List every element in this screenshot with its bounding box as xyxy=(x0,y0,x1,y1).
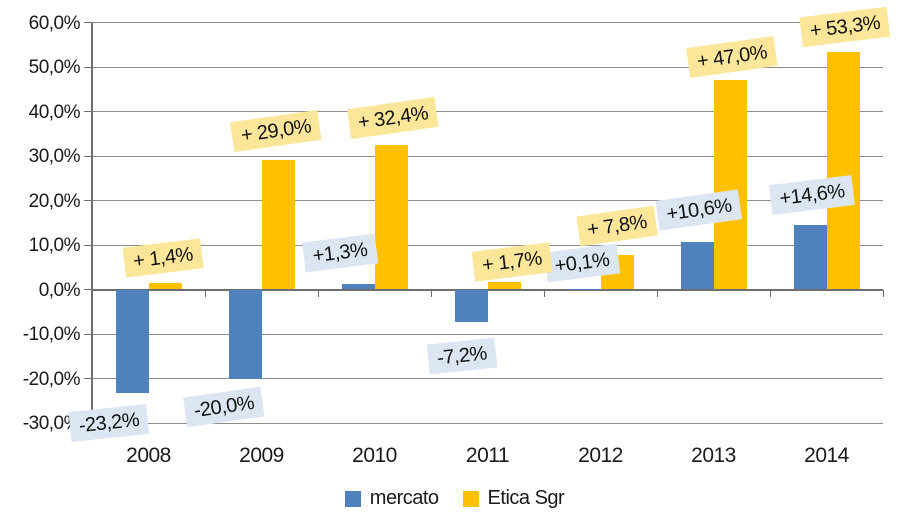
data-label-mercato-2008: -23,2% xyxy=(68,403,150,443)
gridline xyxy=(92,244,883,246)
y-axis-tick xyxy=(84,333,92,335)
data-label-etica-sgr-2013: + 47,0% xyxy=(686,35,778,79)
data-label-etica-sgr-2009: + 29,0% xyxy=(230,109,322,153)
x-axis-tick xyxy=(430,289,432,297)
y-axis-tick-label: -20,0% xyxy=(22,368,81,390)
y-axis-tick-label: 10,0% xyxy=(28,235,81,256)
bar-mercato-2014 xyxy=(793,224,827,290)
y-axis-tick-label: 0,0% xyxy=(38,279,81,301)
legend-label-etica-sgr: Etica Sgr xyxy=(487,487,565,509)
x-axis-label-2014: 2014 xyxy=(804,444,849,467)
y-axis-tick-label: 50,0% xyxy=(28,57,81,78)
x-axis-label-2009: 2009 xyxy=(239,444,284,467)
bar-mercato-2011 xyxy=(454,289,488,322)
y-axis-tick-label: 60,0% xyxy=(28,12,81,34)
x-axis-label-2012: 2012 xyxy=(578,444,623,467)
x-axis-tick xyxy=(882,289,884,297)
data-label-etica-sgr-2014: + 53,3% xyxy=(799,6,891,48)
y-axis-tick xyxy=(84,244,92,246)
y-axis-tick xyxy=(84,200,92,201)
x-axis-tick xyxy=(656,289,658,297)
x-axis-label-2011: 2011 xyxy=(465,444,510,467)
x-axis-label-2010: 2010 xyxy=(352,444,397,467)
legend-swatch-mercato xyxy=(344,490,361,507)
x-axis-tick xyxy=(317,289,319,297)
bar-mercato-2010 xyxy=(341,283,375,290)
bar-etica-sgr-2013 xyxy=(713,80,747,290)
bar-etica-sgr-2009 xyxy=(261,160,295,290)
x-axis-zero-line xyxy=(92,288,883,291)
y-axis-tick xyxy=(84,66,92,68)
y-axis-tick-label: 20,0% xyxy=(28,190,81,212)
gridline xyxy=(92,66,883,68)
bar-etica-sgr-2010 xyxy=(374,145,408,290)
data-label-mercato-2010: +1,3% xyxy=(302,233,378,273)
x-axis-label-2013: 2013 xyxy=(691,444,736,467)
legend: mercato Etica Sgr xyxy=(0,487,909,510)
y-axis-tick xyxy=(84,155,92,157)
x-axis-tick xyxy=(91,289,93,297)
gridline xyxy=(92,333,883,335)
bar-etica-sgr-2011 xyxy=(487,281,521,290)
gridline xyxy=(92,111,883,112)
gridline xyxy=(92,155,883,157)
bar-mercato-2013 xyxy=(680,242,714,290)
y-axis-tick-label: -10,0% xyxy=(22,324,81,345)
data-label-etica-sgr-2010: + 32,4% xyxy=(347,96,439,140)
bar-etica-sgr-2014 xyxy=(826,52,860,290)
gridline xyxy=(92,200,883,201)
data-label-mercato-2009: -20,0% xyxy=(183,386,265,428)
bar-etica-sgr-2008 xyxy=(148,283,182,290)
data-label-etica-sgr-2011: + 1,7% xyxy=(471,242,553,282)
legend-swatch-etica-sgr xyxy=(462,490,479,507)
y-axis-tick xyxy=(84,22,92,23)
y-axis-tick xyxy=(84,289,92,290)
gridline xyxy=(92,378,883,379)
gridline xyxy=(92,22,883,23)
y-axis-tick-label: 30,0% xyxy=(28,146,81,167)
y-axis-tick-label: 40,0% xyxy=(28,101,81,123)
x-axis-tick xyxy=(543,289,545,297)
y-axis-line xyxy=(91,22,93,423)
gridline xyxy=(92,422,883,424)
legend-item-mercato: mercato xyxy=(344,487,439,510)
bar-mercato-2008 xyxy=(115,289,149,393)
data-label-etica-sgr-2012: + 7,8% xyxy=(576,205,658,247)
bar-mercato-2009 xyxy=(228,289,262,379)
bar-mercato-2012 xyxy=(567,289,601,291)
y-axis-tick xyxy=(84,111,92,112)
y-axis-tick xyxy=(84,378,92,379)
y-axis-tick-label: -30,0% xyxy=(22,413,81,434)
legend-item-etica-sgr: Etica Sgr xyxy=(462,487,565,510)
x-axis-tick xyxy=(769,289,771,297)
legend-label-mercato: mercato xyxy=(369,487,439,509)
x-axis-label-2008: 2008 xyxy=(126,444,171,467)
x-axis-tick xyxy=(204,289,206,297)
data-label-mercato-2011: -7,2% xyxy=(426,337,498,375)
